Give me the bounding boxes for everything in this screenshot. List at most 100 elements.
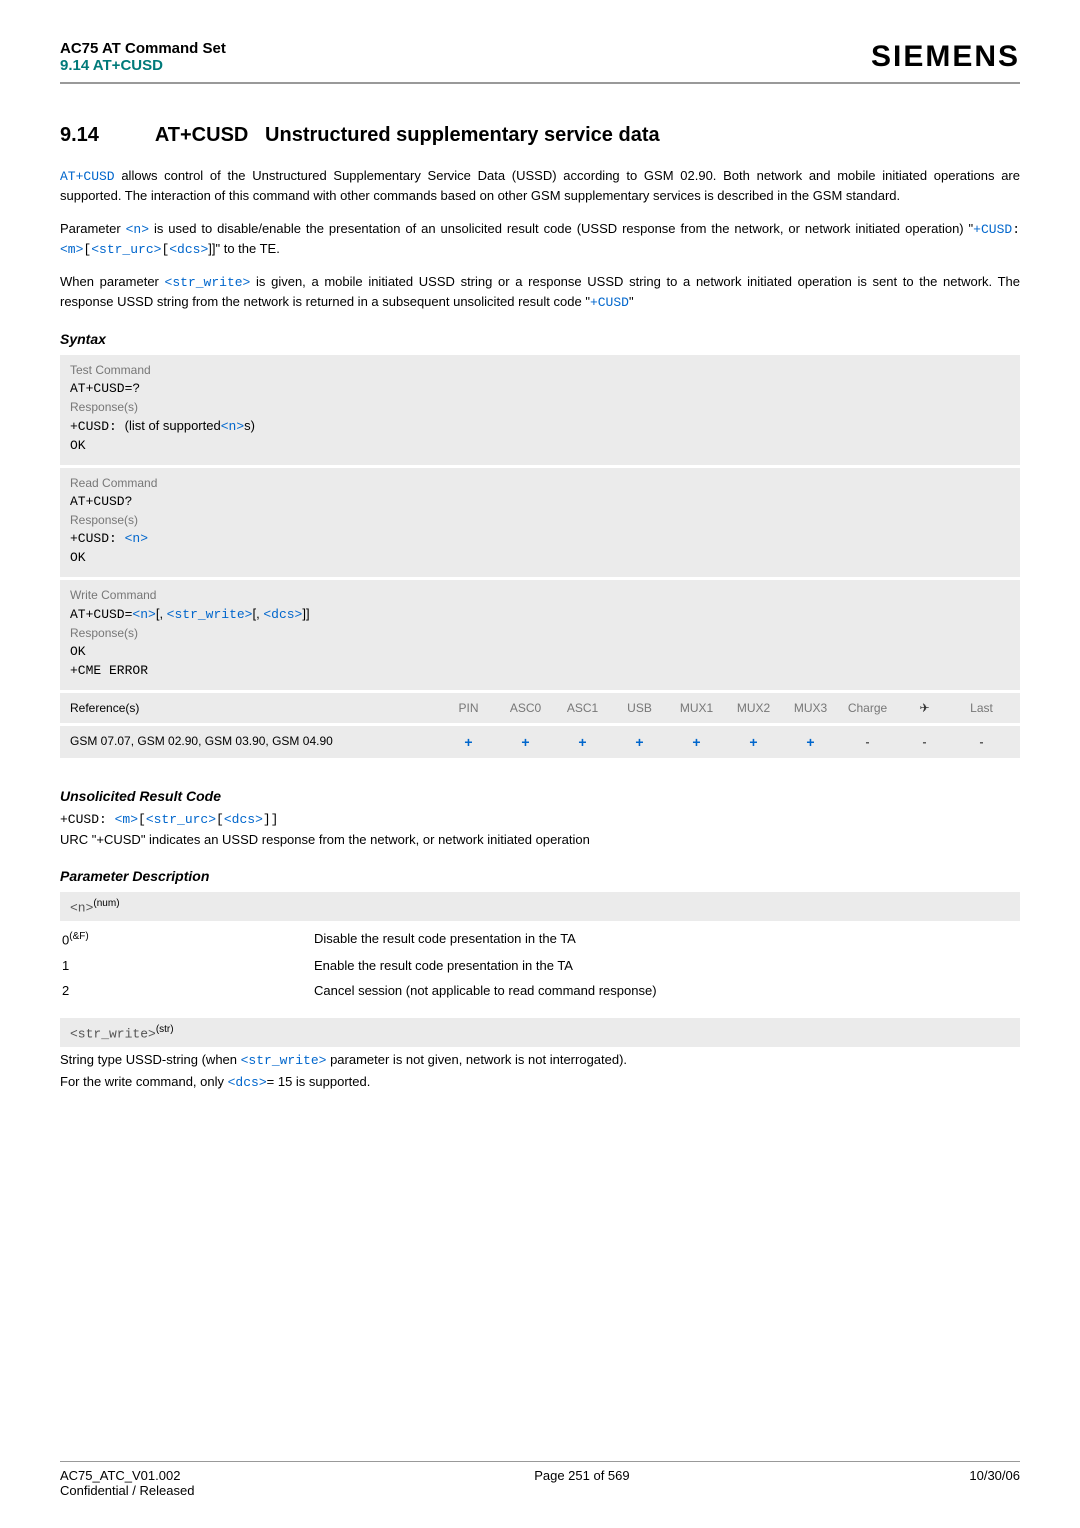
- syntax-heading: Syntax: [60, 331, 1020, 347]
- val: +: [725, 734, 782, 750]
- val: -: [896, 735, 953, 749]
- t: s): [244, 418, 255, 433]
- footer-left: AC75_ATC_V01.002 Confidential / Released: [60, 1468, 194, 1498]
- t: When parameter: [60, 274, 165, 289]
- footer-row: AC75_ATC_V01.002 Confidential / Released…: [60, 1468, 1020, 1498]
- t: <str_write>: [241, 1053, 327, 1068]
- val: +: [440, 734, 497, 750]
- ok: OK: [70, 438, 1010, 453]
- col-pin: PIN: [440, 701, 497, 715]
- param-key: 0(&F): [62, 927, 312, 951]
- footer-rule: [60, 1461, 1020, 1462]
- footer-right: 10/30/06: [969, 1468, 1020, 1498]
- t: = 15 is supported.: [267, 1074, 371, 1089]
- header-left: AC75 AT Command Set 9.14 AT+CUSD: [60, 40, 226, 74]
- ok: OK: [70, 644, 1010, 659]
- col-usb: USB: [611, 701, 668, 715]
- param-strwrite-name: <str_write>: [70, 1026, 156, 1041]
- col-asc1: ASC1: [554, 701, 611, 715]
- t: <n>: [221, 419, 244, 434]
- reference-label: Reference(s): [70, 701, 440, 715]
- block-label: Write Command: [70, 588, 1010, 602]
- t: For the write command, only: [60, 1074, 228, 1089]
- reference-vals: + + + + + + + - - -: [440, 734, 1010, 750]
- t: <dcs>: [228, 1075, 267, 1090]
- t: <str_write>: [167, 607, 253, 622]
- doc-title: AC75 AT Command Set: [60, 40, 226, 57]
- col-mux1: MUX1: [668, 701, 725, 715]
- val: +: [554, 734, 611, 750]
- param-strwrite-ref: <str_write>: [165, 275, 251, 290]
- t: [,: [156, 606, 167, 621]
- section-heading: 9.14 AT+CUSD Unstructured supplementary …: [60, 124, 1020, 147]
- response-label: Response(s): [70, 626, 1010, 640]
- param-desc: Disable the result code presentation in …: [314, 927, 1018, 951]
- section-title-text: Unstructured supplementary service data: [265, 124, 660, 146]
- val: -: [953, 735, 1010, 749]
- read-cmd: AT+CUSD?: [70, 494, 1010, 509]
- urc-heading: Unsolicited Result Code: [60, 788, 1020, 804]
- t: <m>: [115, 812, 138, 827]
- t: ": [629, 294, 634, 309]
- cmd-link: AT+CUSD: [60, 169, 115, 184]
- param-key: 1: [62, 954, 312, 977]
- t: ]]: [302, 606, 309, 621]
- reference-value-row: GSM 07.07, GSM 02.90, GSM 03.90, GSM 04.…: [60, 726, 1020, 758]
- t: +CUSD:: [60, 812, 115, 827]
- t: [: [138, 812, 146, 827]
- t: <dcs>: [263, 607, 302, 622]
- param-strwrite-desc2: For the write command, only <dcs>= 15 is…: [60, 1073, 1020, 1093]
- test-cmd: AT+CUSD=?: [70, 381, 1010, 396]
- reference-header-row: Reference(s) PIN ASC0 ASC1 USB MUX1 MUX2…: [60, 693, 1020, 723]
- footer-version: AC75_ATC_V01.002: [60, 1468, 194, 1483]
- t: <n>: [125, 531, 148, 546]
- table-row: 0(&F) Disable the result code presentati…: [62, 927, 1018, 951]
- t: <dcs>: [224, 812, 263, 827]
- test-response: +CUSD: (list of supported<n>s): [70, 418, 1010, 434]
- col-mux2: MUX2: [725, 701, 782, 715]
- table-row: 1 Enable the result code presentation in…: [62, 954, 1018, 977]
- t: :: [1012, 222, 1020, 237]
- param-key: 2: [62, 979, 312, 1002]
- t: Parameter: [60, 221, 126, 236]
- urc-desc: URC "+CUSD" indicates an USSD response f…: [60, 831, 1020, 850]
- t: [,: [253, 606, 264, 621]
- t: +CUSD:: [70, 419, 125, 434]
- param-desc: Cancel session (not applicable to read c…: [314, 979, 1018, 1002]
- col-airplane-icon: ✈: [896, 701, 953, 715]
- response-label: Response(s): [70, 513, 1010, 527]
- page-header: AC75 AT Command Set 9.14 AT+CUSD SIEMENS: [60, 40, 1020, 74]
- reference-cols: PIN ASC0 ASC1 USB MUX1 MUX2 MUX3 Charge …: [440, 701, 1010, 715]
- ok: OK: [70, 550, 1010, 565]
- param-strwrite-desc1: String type USSD-string (when <str_write…: [60, 1051, 1020, 1071]
- val: +: [782, 734, 839, 750]
- val: +: [668, 734, 725, 750]
- footer-center: Page 251 of 569: [534, 1468, 629, 1498]
- section-number: 9.14: [60, 124, 150, 147]
- t: String type USSD-string (when: [60, 1052, 241, 1067]
- param-strwrite-header: <str_write>(str): [60, 1018, 1020, 1047]
- doc-subtitle: 9.14 AT+CUSD: [60, 57, 226, 74]
- param-heading: Parameter Description: [60, 868, 1020, 884]
- param-n-name: <n>: [70, 900, 93, 915]
- param-strwrite-type: (str): [156, 1024, 174, 1035]
- cme-error: +CME ERROR: [70, 663, 1010, 678]
- param-str-ref: <str_urc>: [91, 242, 161, 257]
- read-response: +CUSD: <n>: [70, 531, 1010, 546]
- test-command-block: Test Command AT+CUSD=? Response(s) +CUSD…: [60, 355, 1020, 465]
- col-asc0: ASC0: [497, 701, 554, 715]
- param-n-ref: <n>: [126, 222, 149, 237]
- response-label: Response(s): [70, 400, 1010, 414]
- param-n-type: (num): [93, 898, 119, 909]
- col-charge: Charge: [839, 701, 896, 715]
- param-m-ref: <m>: [60, 242, 83, 257]
- intro-p2: Parameter <n> is used to disable/enable …: [60, 220, 1020, 260]
- urc-syntax: +CUSD: <m>[<str_urc>[<dcs>]]: [60, 812, 1020, 827]
- t: [: [216, 812, 224, 827]
- block-label: Test Command: [70, 363, 1010, 377]
- t: +CUSD:: [70, 531, 125, 546]
- block-label: Read Command: [70, 476, 1010, 490]
- t: <n>: [132, 607, 155, 622]
- section-cmd: AT+CUSD: [155, 124, 249, 146]
- t: parameter is not given, network is not i…: [326, 1052, 627, 1067]
